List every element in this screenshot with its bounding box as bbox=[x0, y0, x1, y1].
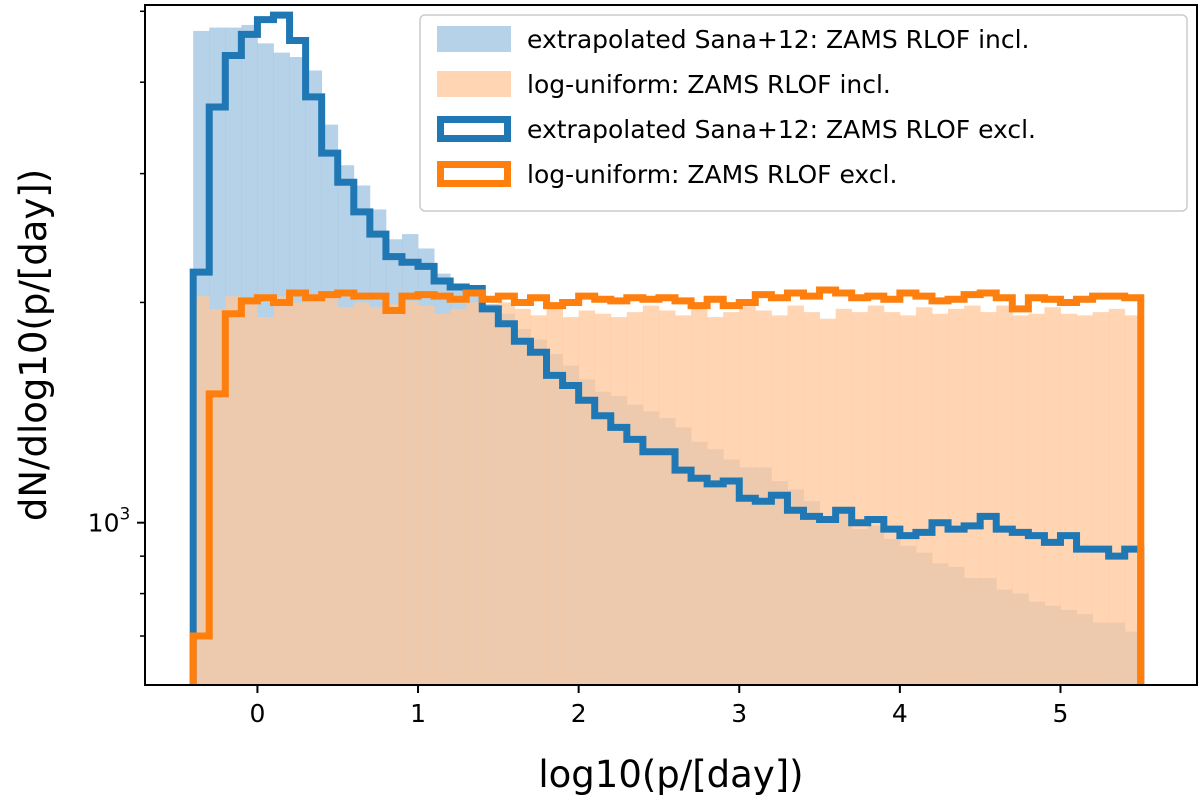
series-1-bar-41 bbox=[851, 312, 869, 685]
x-axis: 0 1 2 3 4 5 bbox=[249, 685, 1068, 728]
series-1-bar-9 bbox=[337, 307, 355, 685]
series-1-bar-43 bbox=[883, 312, 901, 685]
series-1-bar-48 bbox=[964, 305, 981, 685]
series-1-bar-1 bbox=[209, 308, 226, 685]
series-3-line bbox=[189, 286, 1145, 685]
legend-frame bbox=[419, 14, 1188, 212]
series-1-bar-3 bbox=[241, 297, 258, 685]
series-1-bar-30 bbox=[675, 315, 692, 685]
legend-swatch-0 bbox=[437, 26, 511, 52]
series-1-bar-25 bbox=[594, 313, 612, 685]
series-1-bar-52 bbox=[1028, 313, 1045, 685]
series-1-bar-37 bbox=[787, 305, 804, 685]
series-1-bar-58 bbox=[1124, 315, 1142, 685]
x-tick-label-0: 0 bbox=[249, 699, 265, 728]
series-1-bar-16 bbox=[450, 308, 467, 685]
series-1-bar-46 bbox=[931, 313, 949, 685]
series-1-bar-21 bbox=[530, 315, 547, 685]
x-axis-label: log10(p/[day]) bbox=[538, 753, 803, 796]
series-3-step bbox=[189, 286, 1145, 685]
series-1-bar-54 bbox=[1060, 313, 1077, 685]
series-1-bar-50 bbox=[996, 305, 1013, 685]
series-1-bar-40 bbox=[835, 308, 853, 685]
series-1-bar-55 bbox=[1076, 315, 1093, 685]
series-1-bar-32 bbox=[707, 317, 724, 685]
series-1-bar-53 bbox=[1044, 307, 1061, 685]
series-1-bar-6 bbox=[289, 302, 307, 685]
plot-area bbox=[189, 11, 1145, 685]
series-1-bar-29 bbox=[658, 310, 676, 685]
series-1-bar-24 bbox=[578, 310, 596, 685]
series-1-bar-0 bbox=[193, 296, 210, 685]
series-1-bar-18 bbox=[482, 310, 499, 685]
x-tick-label-3: 3 bbox=[731, 699, 747, 728]
series-1-bar-38 bbox=[803, 312, 820, 685]
series-1-bar-4 bbox=[257, 317, 274, 685]
y-tick-label-0: 103 bbox=[88, 505, 131, 538]
series-1-bar-31 bbox=[691, 307, 708, 685]
y-axis: 103 bbox=[88, 10, 145, 637]
series-1-bar-56 bbox=[1092, 312, 1110, 685]
legend: extrapolated Sana+12: ZAMS RLOF incl. log… bbox=[419, 14, 1188, 212]
legend-label-0: extrapolated Sana+12: ZAMS RLOF incl. bbox=[527, 25, 1030, 54]
series-1-bar-26 bbox=[610, 317, 628, 685]
series-1-bar-27 bbox=[626, 312, 644, 685]
legend-label-1: log-uniform: ZAMS RLOF incl. bbox=[527, 70, 891, 99]
legend-swatch-3 bbox=[437, 161, 511, 187]
series-1-bar-47 bbox=[948, 308, 965, 685]
series-1-bar-42 bbox=[867, 305, 885, 685]
series-1-bar-15 bbox=[434, 313, 451, 685]
legend-swatch-1 bbox=[437, 71, 511, 97]
series-1-bar-2 bbox=[225, 296, 242, 685]
series-1-bar-12 bbox=[385, 304, 403, 685]
series-1-bars bbox=[193, 296, 1142, 685]
series-1-bar-49 bbox=[980, 312, 997, 685]
series-1-bar-28 bbox=[642, 305, 660, 685]
legend-swatch-2 bbox=[437, 116, 511, 142]
x-tick-label-2: 2 bbox=[571, 699, 587, 728]
x-tick-label-5: 5 bbox=[1053, 699, 1069, 728]
series-1-bar-23 bbox=[562, 317, 580, 685]
series-1-bar-5 bbox=[273, 296, 290, 685]
x-tick-label-4: 4 bbox=[892, 699, 908, 728]
series-2-line bbox=[189, 11, 1145, 685]
series-1-bar-51 bbox=[1012, 315, 1029, 685]
series-1-bar-39 bbox=[819, 318, 837, 685]
series-1-bar-45 bbox=[915, 307, 933, 685]
series-1-bar-19 bbox=[498, 302, 515, 685]
series-1-bar-57 bbox=[1108, 308, 1126, 685]
series-1-bar-14 bbox=[418, 305, 435, 685]
series-1-bar-13 bbox=[401, 300, 419, 685]
series-1-bar-33 bbox=[723, 312, 740, 685]
y-axis-label: dN/dlog10(p/[day]) bbox=[12, 169, 55, 521]
series-1-bar-11 bbox=[369, 307, 387, 685]
series-1-bar-22 bbox=[546, 307, 563, 685]
series-1-bar-10 bbox=[353, 302, 371, 685]
series-1-bar-7 bbox=[305, 300, 323, 685]
legend-label-2: extrapolated Sana+12: ZAMS RLOF excl. bbox=[527, 115, 1036, 144]
series-2-step bbox=[189, 11, 1145, 685]
series-1-bar-8 bbox=[321, 296, 339, 685]
series-1-bar-20 bbox=[514, 308, 531, 685]
x-tick-label-1: 1 bbox=[410, 699, 426, 728]
plot-frame bbox=[144, 4, 1198, 686]
series-1-bar-17 bbox=[466, 302, 483, 685]
series-1-bar-36 bbox=[771, 315, 788, 685]
series-1-bar-44 bbox=[899, 315, 917, 685]
legend-label-3: log-uniform: ZAMS RLOF excl. bbox=[527, 160, 897, 189]
